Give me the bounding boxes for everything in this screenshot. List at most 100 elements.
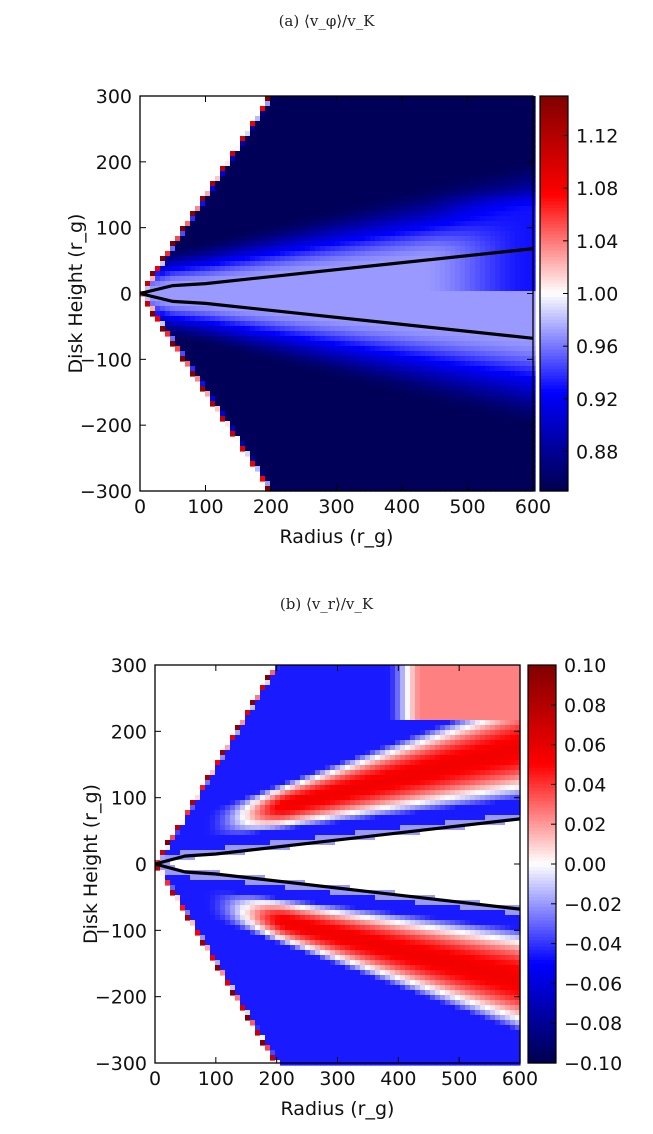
panel-a-heat-cell — [180, 246, 186, 252]
panel-a-heat-cell — [385, 371, 391, 377]
velocity-phi-chart: 0 100 200 300 400 500 600−300−200−100010020030… — [65, 86, 618, 548]
panel-a-heat-cell — [270, 316, 276, 322]
panel-a-heat-cell — [395, 441, 401, 447]
panel-a-heat-cell — [260, 361, 266, 367]
panel-a-heat-cell — [310, 156, 316, 162]
panel-a-heat-cell — [170, 341, 176, 347]
panel-a-heat-cell — [350, 421, 356, 427]
panel-a-heat-cell — [440, 111, 446, 117]
panel-a-heat-cell — [310, 301, 316, 307]
panel-a-heat-cell — [325, 401, 331, 407]
panel-a-heat-cell — [480, 171, 486, 177]
panel-a-heat-cell — [285, 226, 291, 232]
panel-a-heat-cell — [355, 376, 361, 382]
panel-a-heat-cell — [475, 416, 481, 422]
panel-a-heat-cell — [475, 146, 481, 152]
panel-a-heat-cell — [280, 301, 286, 307]
panel-a-heat-cell — [440, 296, 446, 302]
panel-a-heat-cell — [365, 376, 371, 382]
panel-a-heat-cell — [375, 366, 381, 372]
panel-a-heat-cell — [510, 96, 516, 102]
panel-a-heat-cell — [435, 421, 441, 427]
panel-a-heat-cell — [215, 341, 221, 347]
panel-a-heat-cell — [190, 221, 196, 227]
panel-a-heat-cell — [370, 151, 376, 157]
panel-a-heat-cell — [425, 351, 431, 357]
panel-a-heat-cell — [440, 241, 446, 247]
panel-a-heat-cell — [395, 156, 401, 162]
panel-a-heat-cell — [480, 361, 486, 367]
panel-a-heat-cell — [370, 371, 376, 377]
panel-a-heat-cell — [280, 366, 286, 372]
panel-a-heat-cell — [365, 236, 371, 242]
panel-a-heat-cell — [415, 281, 421, 287]
panel-a-heat-cell — [300, 326, 306, 332]
panel-a-heat-cell — [505, 231, 511, 237]
panel-a-heat-cell — [270, 356, 276, 362]
panel-a-heat-cell — [440, 126, 446, 132]
panel-a-heat-cell — [480, 181, 486, 187]
panel-a-heat-cell — [340, 311, 346, 317]
panel-a-heat-cell — [515, 281, 521, 287]
panel-a-heat-cell — [505, 151, 511, 157]
panel-a-heat-cell — [480, 296, 486, 302]
panel-a-heat-cell — [300, 351, 306, 357]
panel-a-heat-cell — [460, 206, 466, 212]
panel-a-heat-cell — [160, 316, 166, 322]
panel-a-heat-cell — [210, 286, 216, 292]
panel-a-heat-cell — [230, 386, 236, 392]
panel-a-heat-cell — [235, 231, 241, 237]
panel-a-heat-cell — [455, 451, 461, 457]
panel-a-heat-cell — [225, 251, 231, 257]
panel-a-heat-cell — [360, 421, 366, 427]
panel-a-heat-cell — [415, 346, 421, 352]
panel-a-heat-cell — [435, 371, 441, 377]
panel-a-heat-cell — [300, 126, 306, 132]
panel-a-heat-cell — [525, 416, 531, 422]
panel-a-heat-cell — [480, 276, 486, 282]
panel-a-heat-cell — [340, 211, 346, 217]
panel-a-heat-cell — [470, 146, 476, 152]
panel-a-heat-cell — [190, 346, 196, 352]
panel-a-heat-cell — [205, 291, 211, 297]
panel-a-heat-cell — [350, 256, 356, 262]
panel-a-heat-cell — [245, 316, 251, 322]
panel-a-heat-cell — [345, 106, 351, 112]
panel-a-heat-cell — [470, 461, 476, 467]
panel-a-heat-cell — [330, 356, 336, 362]
panel-a-heat-cell — [390, 426, 396, 432]
panel-a-heat-cell — [260, 426, 266, 432]
panel-a-heat-cell — [505, 431, 511, 437]
panel-a-heat-cell — [520, 101, 526, 107]
panel-a-heat-cell — [225, 421, 231, 427]
panel-a-heat-cell — [295, 286, 301, 292]
panel-a-heat-cell — [275, 461, 281, 467]
panel-a-heat-cell — [325, 436, 331, 442]
panel-a-heat-cell — [230, 316, 236, 322]
panel-a-heat-cell — [450, 336, 456, 342]
panel-a-heat-cell — [445, 166, 451, 172]
panel-a-heat-cell — [450, 136, 456, 142]
panel-a-heat-cell — [270, 206, 276, 212]
panel-a-heat-cell — [490, 416, 496, 422]
panel-a-heat-cell — [265, 186, 271, 192]
panel-a-heat-cell — [310, 266, 316, 272]
panel-a-heat-cell — [400, 436, 406, 442]
panel-a-heat-cell — [425, 211, 431, 217]
panel-a-heat-cell — [510, 121, 516, 127]
panel-a-heat-cell — [240, 161, 246, 167]
panel-a-heat-cell — [465, 226, 471, 232]
panel-a-heat-cell — [260, 221, 266, 227]
panel-a-heat-cell — [425, 186, 431, 192]
panel-a-heat-cell — [205, 206, 211, 212]
panel-a-heat-cell — [275, 371, 281, 377]
panel-a-heat-cell — [460, 446, 466, 452]
panel-a-heat-cell — [305, 391, 311, 397]
panel-a-heat-cell — [325, 461, 331, 467]
panel-a-heat-cell — [305, 291, 311, 297]
panel-a-heat-cell — [510, 391, 516, 397]
panel-a-heat-cell — [340, 261, 346, 267]
panel-a-heat-cell — [235, 396, 241, 402]
panel-a-heat-cell — [255, 386, 261, 392]
panel-a-heat-cell — [345, 131, 351, 137]
